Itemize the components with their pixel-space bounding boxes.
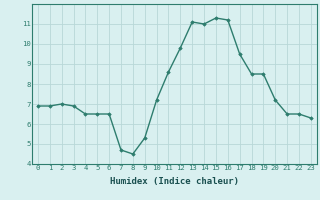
X-axis label: Humidex (Indice chaleur): Humidex (Indice chaleur) [110, 177, 239, 186]
